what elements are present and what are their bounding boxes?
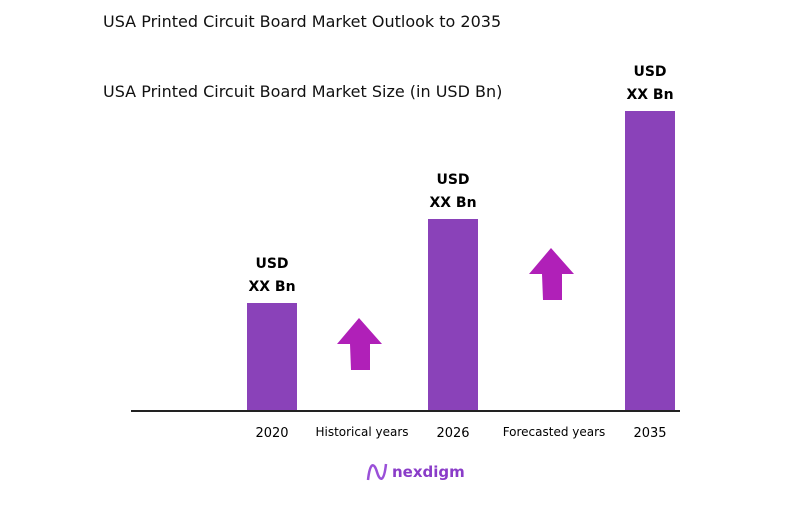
bar-2020 (247, 303, 297, 411)
data-label: XX Bn (248, 279, 295, 295)
bar-2026 (428, 219, 478, 411)
nexdigm-logo: nexdigm (366, 460, 465, 484)
up-arrow-icon (337, 318, 382, 370)
logo-icon (366, 463, 388, 481)
bar-2035 (625, 111, 675, 411)
x-tick-label: 2035 (633, 426, 666, 441)
logo-text: nexdigm (392, 463, 465, 481)
data-label: USD (436, 172, 469, 188)
period-label: Historical years (315, 425, 408, 439)
data-label: XX Bn (626, 87, 673, 103)
chart-title: USA Printed Circuit Board Market Size (i… (103, 82, 503, 101)
up-arrow-icon (529, 248, 574, 300)
data-label: USD (633, 64, 666, 80)
period-label: Forecasted years (503, 425, 606, 439)
data-label: USD (255, 256, 288, 272)
data-label: XX Bn (429, 195, 476, 211)
page-title: USA Printed Circuit Board Market Outlook… (103, 12, 502, 31)
x-tick-label: 2020 (255, 426, 288, 441)
x-tick-label: 2026 (436, 426, 469, 441)
